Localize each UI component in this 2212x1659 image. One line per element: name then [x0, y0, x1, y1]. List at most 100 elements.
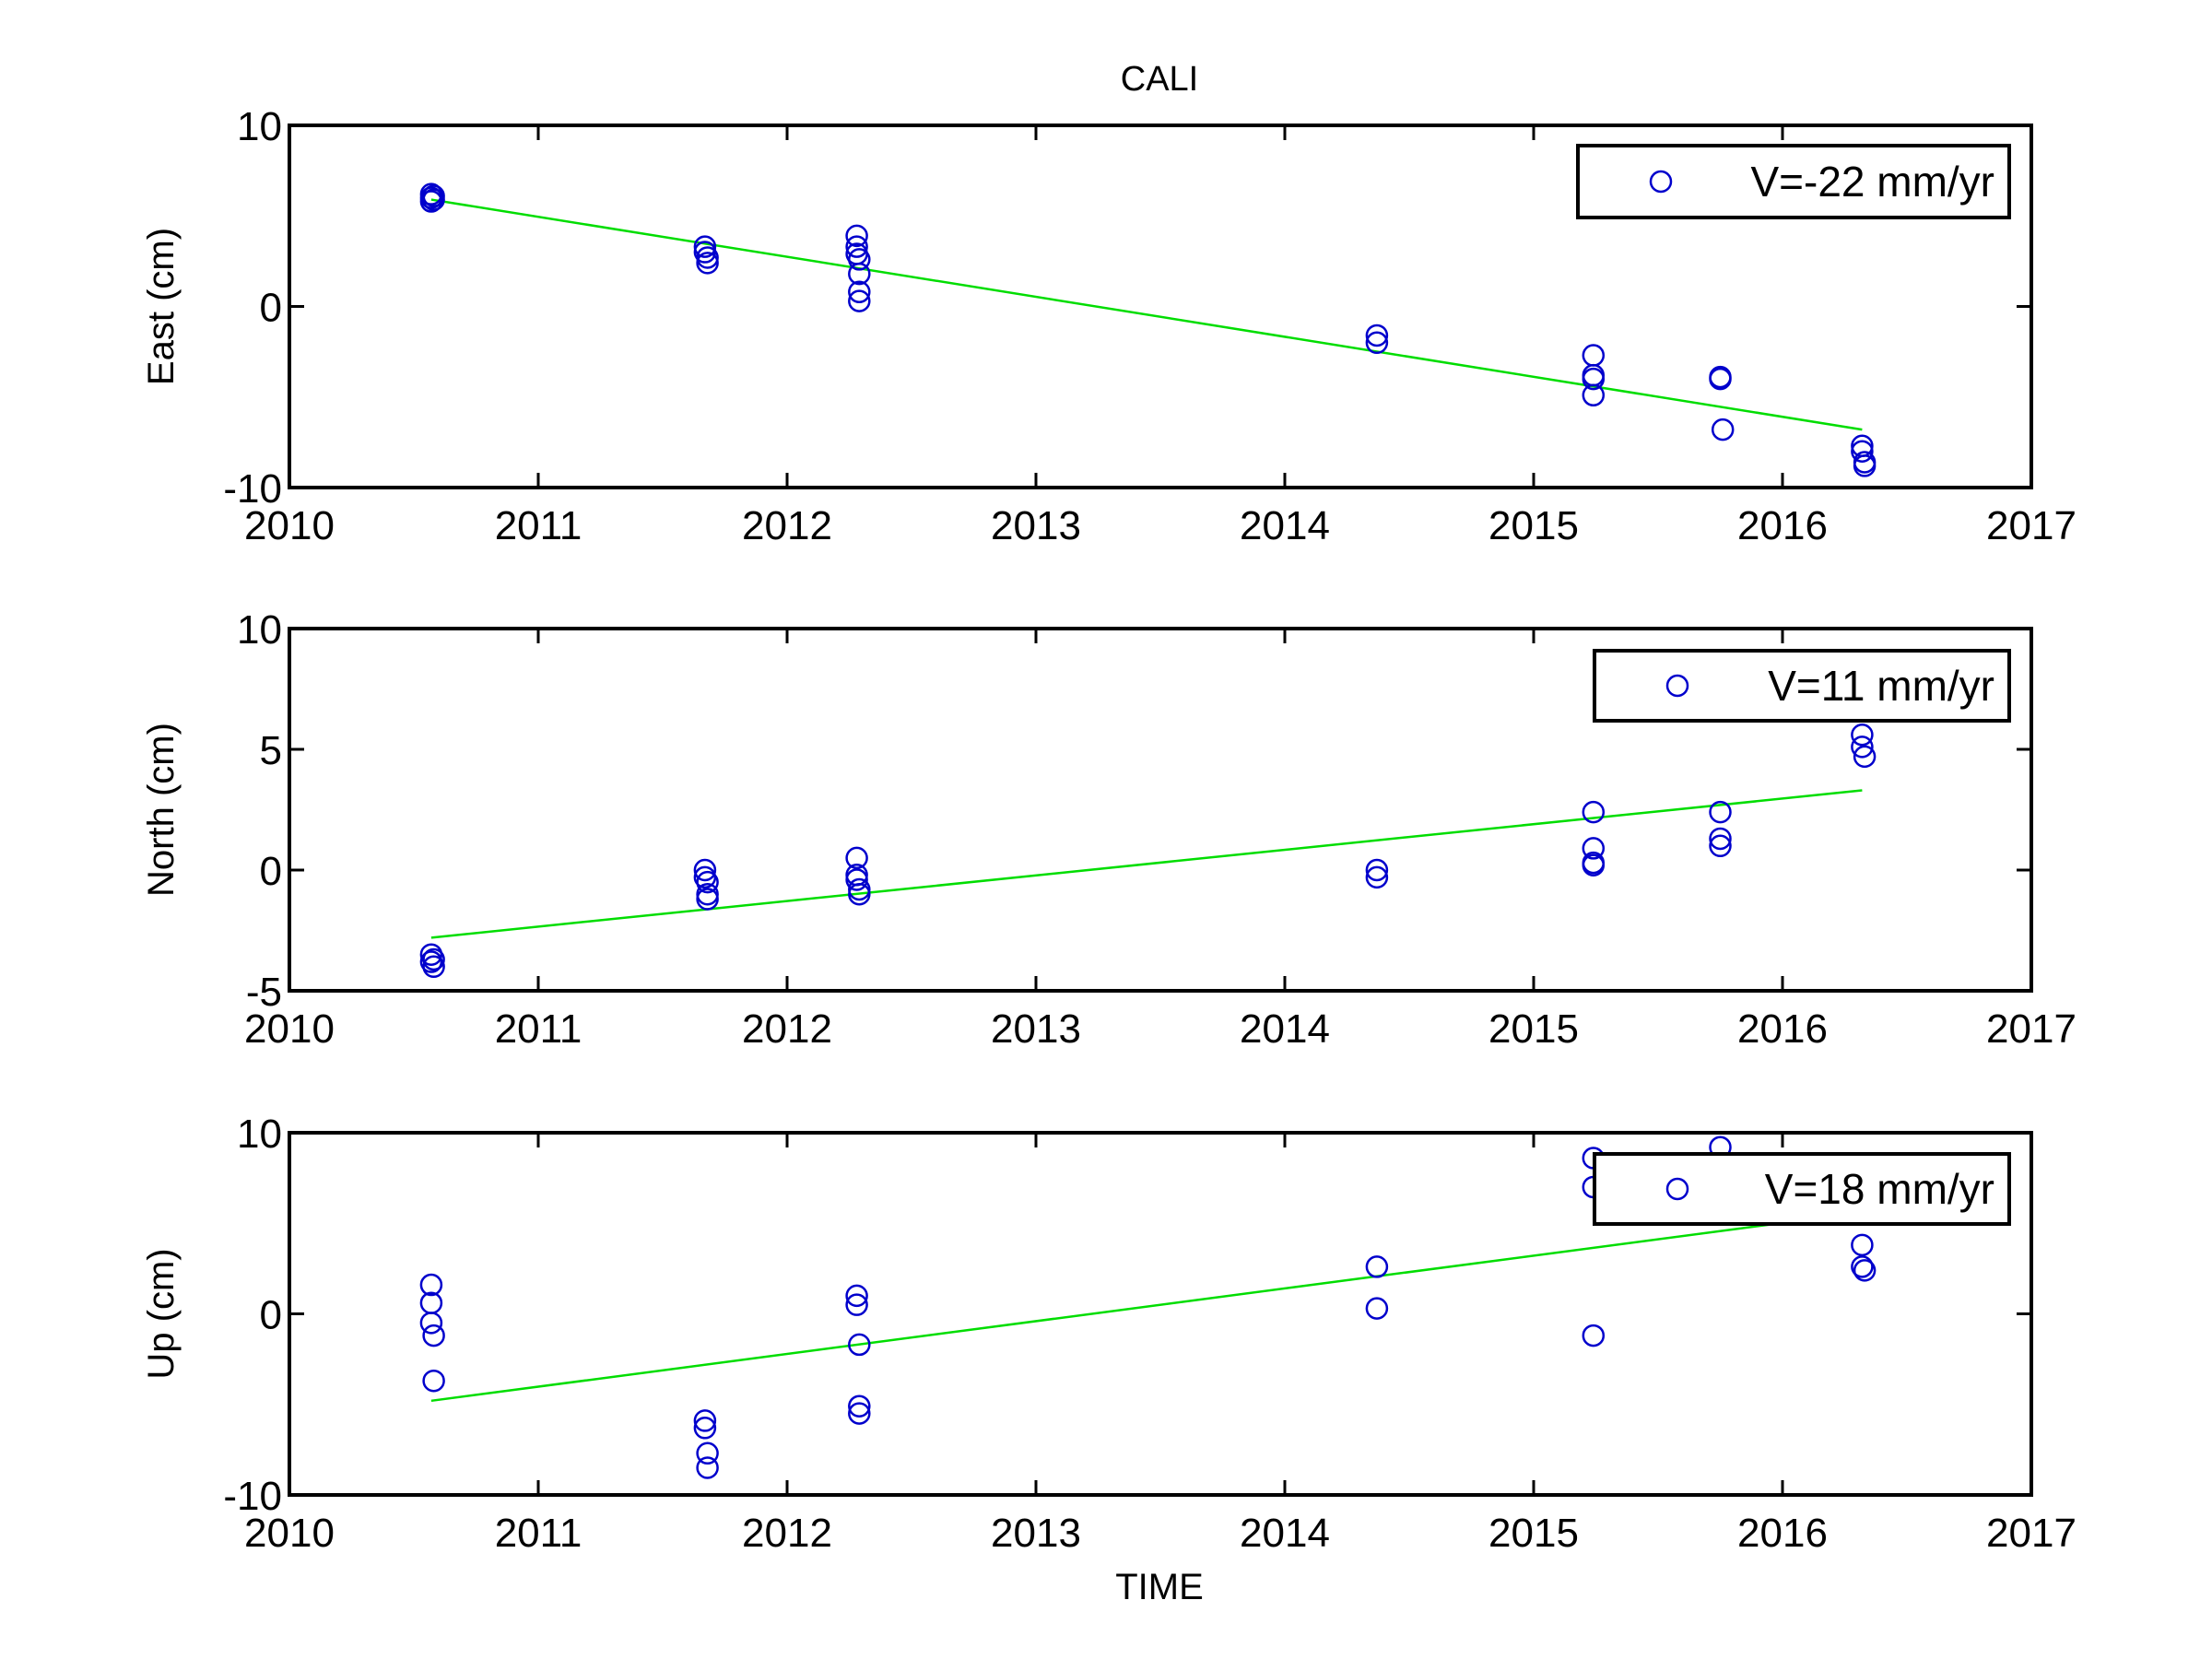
subplot-2: 2010 2011 2012 2013 2014 2015 2016 2017 -5 0 5 10 No…	[141, 607, 2077, 1052]
legend-marker	[1665, 674, 1689, 698]
data-point	[1582, 853, 1606, 877]
y-axis-label: North (cm)	[141, 723, 182, 897]
x-tick-label: 2010	[244, 503, 335, 548]
data-point	[1851, 1255, 1874, 1278]
x-tick-label: 2011	[495, 1511, 582, 1556]
y-tick-label: 10	[237, 104, 282, 149]
data-point	[848, 280, 871, 304]
legend-box	[1593, 1152, 2011, 1226]
data-point	[1853, 454, 1877, 477]
data-point	[422, 947, 445, 971]
data-point	[1365, 1255, 1389, 1278]
x-axis-label: TIME	[1115, 1567, 1204, 1607]
figure-title: CALI	[1121, 60, 1198, 99]
data-point	[696, 1441, 719, 1465]
x-tick-label: 2015	[1488, 1511, 1579, 1556]
data-point	[696, 1456, 719, 1479]
data-point	[1853, 1259, 1877, 1282]
data-point	[1582, 367, 1606, 391]
y-tick-label: 10	[237, 1112, 282, 1157]
data-point	[1853, 745, 1877, 769]
data-point	[693, 858, 717, 882]
data-point	[1851, 724, 1874, 747]
legend-label: V=-22 mm/yr	[1750, 158, 1994, 206]
data-point	[693, 1417, 717, 1440]
fit-line	[430, 198, 1863, 431]
x-tick-label: 2012	[742, 1006, 832, 1052]
x-tick-label: 2017	[1986, 503, 2077, 548]
subplot-3: 2010 2011 2012 2013 2014 2015 2016 2017 -10 0 10 Up…	[141, 1112, 2077, 1556]
data-point	[845, 846, 868, 870]
data-point	[419, 1273, 443, 1297]
legend: V=18 mm/yr	[1593, 1152, 2011, 1226]
x-tick-label: 2014	[1240, 503, 1330, 548]
data-point	[696, 888, 719, 911]
data-point	[848, 248, 871, 271]
data-point	[1851, 735, 1874, 759]
x-tick-label: 2017	[1986, 1511, 2077, 1556]
x-tick-label: 2011	[495, 503, 582, 548]
y-tick-label: 0	[260, 849, 282, 894]
legend: V=-22 mm/yr	[1576, 144, 2011, 219]
x-tick-label: 2012	[742, 1511, 832, 1556]
subplot-1: 2010 2011 2012 2013 2014 2015 2016 2017 -10 0 10 Ea…	[141, 104, 2077, 548]
data-point	[422, 188, 445, 211]
legend: V=11 mm/yr	[1593, 649, 2011, 723]
data-point	[1851, 440, 1874, 463]
x-tick-label: 2015	[1488, 503, 1579, 548]
x-tick-label: 2016	[1737, 1511, 1828, 1556]
x-tick-label: 2017	[1986, 1006, 2077, 1052]
legend-label: V=11 mm/yr	[1768, 662, 1994, 710]
y-tick-label: 10	[237, 607, 282, 653]
y-axis-label: East (cm)	[141, 228, 182, 385]
x-tick-label: 2016	[1737, 1006, 1828, 1052]
data-point	[845, 224, 868, 248]
y-tick-label: -5	[246, 970, 282, 1015]
data-point	[848, 1402, 871, 1425]
y-tick-label: -10	[223, 1474, 282, 1519]
data-point	[1582, 1324, 1606, 1347]
data-point	[845, 1293, 868, 1316]
data-point	[1709, 800, 1732, 824]
data-point	[1709, 827, 1732, 851]
fit-line	[430, 1223, 1771, 1403]
subplots: 2010 2011 2012 2013 2014 2015 2016 2017 -10 0 10 Ea…	[141, 104, 2077, 1556]
x-tick-label: 2012	[742, 503, 832, 548]
legend-box	[1593, 649, 2011, 723]
y-tick-label: 5	[260, 728, 282, 773]
data-point	[422, 1369, 445, 1393]
data-point	[1365, 324, 1389, 347]
fit-line	[430, 789, 1863, 939]
data-point	[848, 262, 871, 286]
data-point	[1365, 858, 1389, 882]
data-point	[848, 882, 871, 906]
data-point	[1582, 837, 1606, 860]
data-point	[422, 955, 445, 979]
x-tick-label: 2016	[1737, 503, 1828, 548]
data-point	[848, 1394, 871, 1418]
y-tick-label: 0	[260, 1293, 282, 1338]
data-point	[693, 1409, 717, 1432]
x-tick-label: 2014	[1240, 1006, 1330, 1052]
x-tick-label: 2015	[1488, 1006, 1579, 1052]
x-tick-label: 2011	[495, 1006, 582, 1052]
x-tick-label: 2013	[991, 1006, 1081, 1052]
data-point	[848, 289, 871, 312]
y-axis-label: Up (cm)	[141, 1248, 182, 1379]
data-point	[696, 246, 719, 269]
data-point	[696, 870, 719, 894]
data-point	[1709, 367, 1732, 391]
legend-marker	[1649, 170, 1673, 194]
x-tick-label: 2010	[244, 1006, 335, 1052]
data-point	[845, 868, 868, 891]
data-point	[1582, 800, 1606, 824]
data-point	[1711, 418, 1735, 441]
data-point	[1365, 331, 1389, 355]
data-point	[1851, 1233, 1874, 1257]
x-tick-label: 2013	[991, 503, 1081, 548]
data-point	[848, 1333, 871, 1357]
x-tick-label: 2014	[1240, 1511, 1330, 1556]
data-point	[696, 252, 719, 275]
